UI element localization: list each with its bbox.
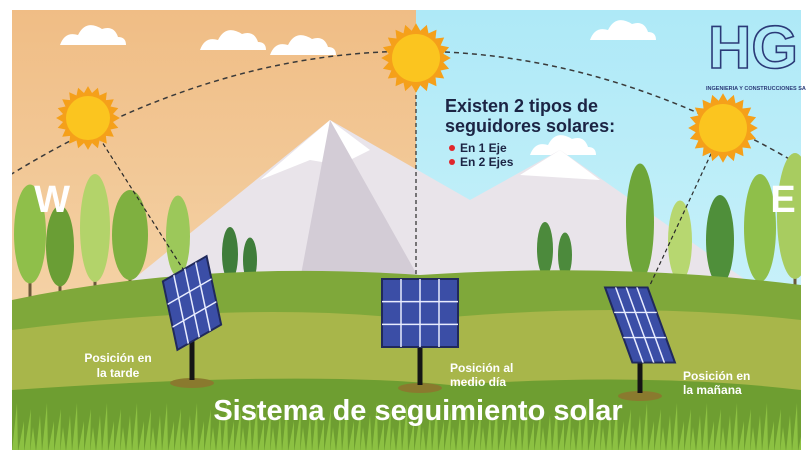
tree-crown	[80, 174, 110, 282]
info-item: En 1 Eje	[460, 141, 507, 155]
tree-crown	[626, 164, 654, 281]
info-title: Existen 2 tipos de	[445, 96, 598, 116]
west-label: W	[34, 179, 70, 221]
infographic: W E HG INGENIERIA Y CONSTRUCCIONES SA Ex…	[0, 0, 809, 460]
panel	[382, 279, 458, 347]
logo-subtitle: INGENIERIA Y CONSTRUCCIONES SA	[706, 86, 806, 92]
position-label: medio día	[450, 375, 506, 389]
tree-crown	[537, 222, 553, 276]
tree-crown	[166, 196, 190, 277]
sun	[392, 34, 440, 82]
tree-crown	[112, 190, 148, 280]
tree-crown	[668, 201, 692, 282]
east-label: E	[770, 179, 795, 221]
position-label: Posición al	[450, 361, 513, 375]
sun	[66, 96, 110, 140]
tree-crown	[706, 195, 734, 285]
position-label: Posición en	[84, 351, 151, 365]
position-label: Posición en	[683, 369, 750, 383]
grass-blade	[804, 409, 809, 452]
main-title: Sistema de seguimiento solar	[213, 395, 622, 427]
bullet	[449, 145, 455, 151]
info-title: seguidores solares:	[445, 116, 615, 136]
bullet	[449, 159, 455, 165]
logo-mark: HG	[708, 14, 798, 81]
position-label: la tarde	[97, 366, 140, 380]
sun	[699, 104, 747, 152]
info-item: En 2 Ejes	[460, 155, 514, 169]
position-label: la mañana	[683, 383, 742, 397]
